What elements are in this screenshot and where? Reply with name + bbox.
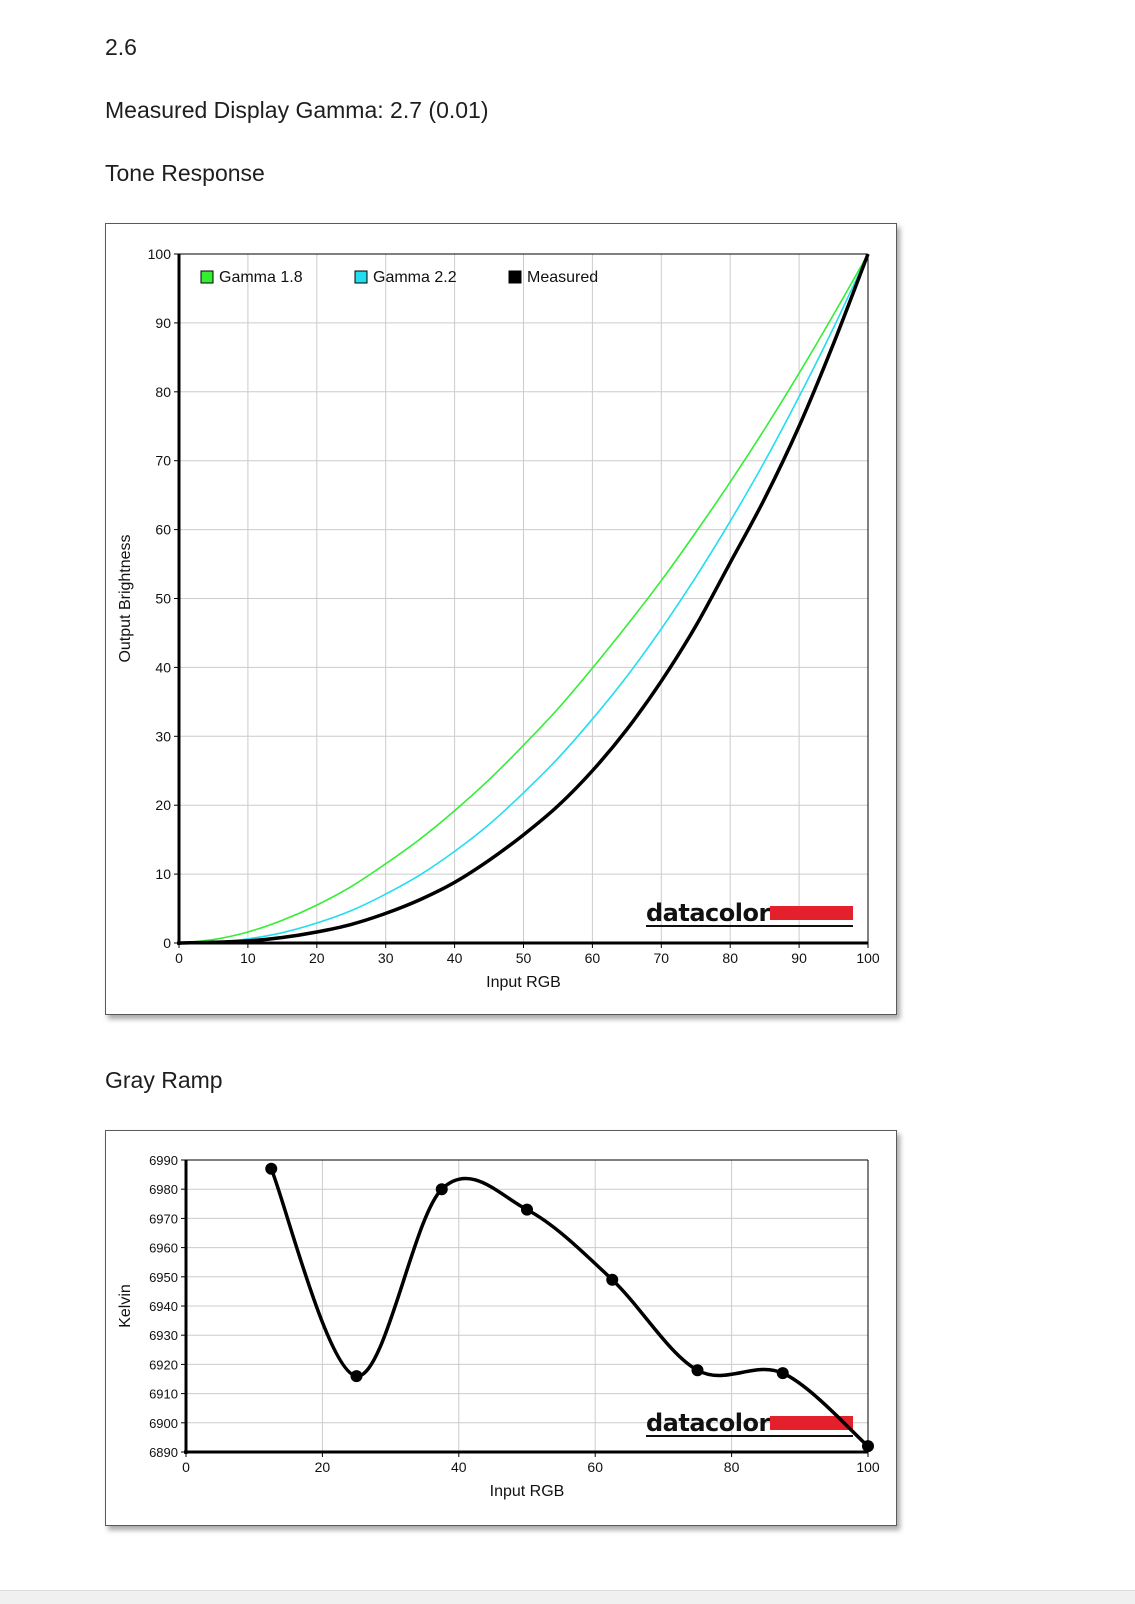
legend-label: Gamma 1.8 — [219, 269, 303, 286]
y-tick-label: 6930 — [149, 1328, 178, 1343]
series-gamma-1-8-line — [178, 253, 869, 944]
horizontal-scrollbar[interactable] — [0, 1590, 1135, 1604]
gamma-target-value: 2.6 — [105, 34, 137, 60]
y-tick-label: 90 — [155, 315, 171, 331]
x-tick-label: 100 — [856, 1459, 880, 1475]
x-tick-label: 20 — [309, 950, 325, 966]
datacolor-logo-text: datacolor — [646, 1409, 770, 1437]
y-tick-label: 10 — [155, 866, 171, 882]
y-tick-label: 6940 — [149, 1299, 178, 1314]
y-tick-label: 6980 — [149, 1182, 178, 1197]
x-tick-label: 60 — [585, 950, 601, 966]
tone-response-chart: 0 10 20 30 40 50 60 70 80 90 100 0 10 20 30 40 50 60 70 80 9… — [117, 246, 880, 991]
legend-label: Gamma 2.2 — [373, 269, 457, 286]
y-axis-label: Output Brightness — [117, 534, 134, 662]
gray-ramp-chart: 0 20 40 60 80 100 6890 6900 6910 6920 6930 6940 6950… — [117, 1153, 880, 1500]
y-axis-label: Kelvin — [117, 1284, 134, 1328]
x-tick-label: 40 — [447, 950, 463, 966]
y-tick-label: 100 — [148, 246, 172, 262]
datacolor-logo-text: datacolor — [646, 899, 770, 927]
datacolor-logo-red-bar — [770, 1416, 853, 1430]
y-tick-label: 6960 — [149, 1241, 178, 1256]
y-tick-label: 6900 — [149, 1416, 178, 1431]
x-axis-label: Input RGB — [486, 974, 561, 991]
y-tick-label: 50 — [155, 591, 171, 607]
x-tick-label: 50 — [516, 950, 532, 966]
y-tick-label: 40 — [155, 659, 171, 675]
data-point — [862, 1440, 874, 1453]
x-tick-label: 0 — [175, 950, 183, 966]
data-point — [521, 1203, 533, 1216]
legend-swatch — [508, 270, 522, 284]
gray-ramp-title: Gray Ramp — [105, 1067, 223, 1093]
x-tick-label: 100 — [856, 950, 880, 966]
x-tick-label: 30 — [378, 950, 394, 966]
series-gamma-2-2-line — [178, 253, 869, 944]
y-tick-label: 6990 — [149, 1153, 178, 1168]
legend-swatch — [354, 270, 368, 284]
x-tick-label: 0 — [182, 1459, 190, 1475]
tone-response-chart-panel: 0 10 20 30 40 50 60 70 80 90 100 0 10 20 30 40 50 60 70 80 9… — [105, 223, 897, 1015]
y-tick-label: 6910 — [149, 1387, 178, 1402]
y-tick-label: 6890 — [149, 1445, 178, 1460]
y-tick-label: 6950 — [149, 1270, 178, 1285]
x-tick-label: 80 — [722, 950, 738, 966]
x-tick-label: 20 — [315, 1459, 331, 1475]
datacolor-logo-red-bar — [770, 906, 853, 920]
data-point — [435, 1183, 448, 1196]
data-point — [691, 1364, 704, 1377]
legend-label: Measured — [527, 269, 598, 286]
data-point — [776, 1367, 789, 1380]
y-tick-label: 60 — [155, 522, 171, 538]
y-tick-label: 80 — [155, 384, 171, 400]
y-tick-label: 6920 — [149, 1357, 178, 1372]
y-tick-label: 20 — [155, 797, 171, 813]
gray-ramp-chart-panel: 0 20 40 60 80 100 6890 6900 6910 6920 6930 6940 6950… — [105, 1130, 897, 1526]
x-tick-label: 90 — [791, 950, 807, 966]
series-measured-line — [178, 253, 870, 945]
x-tick-label: 70 — [654, 950, 670, 966]
y-tick-label: 0 — [163, 935, 171, 951]
data-point — [350, 1370, 363, 1383]
x-tick-label: 10 — [240, 950, 256, 966]
measured-gamma-text: Measured Display Gamma: 2.7 (0.01) — [105, 97, 489, 123]
data-point — [265, 1162, 278, 1175]
tone-response-title: Tone Response — [105, 160, 265, 186]
y-tick-label: 70 — [155, 453, 171, 469]
series-kelvin-line — [269, 1168, 870, 1448]
data-point — [606, 1273, 619, 1286]
legend-swatch — [200, 270, 214, 284]
y-tick-label: 6970 — [149, 1211, 178, 1226]
x-axis-label: Input RGB — [490, 1483, 565, 1500]
x-tick-label: 60 — [587, 1459, 603, 1475]
y-tick-label: 30 — [155, 728, 171, 744]
x-tick-label: 80 — [724, 1459, 740, 1475]
x-tick-label: 40 — [451, 1459, 467, 1475]
